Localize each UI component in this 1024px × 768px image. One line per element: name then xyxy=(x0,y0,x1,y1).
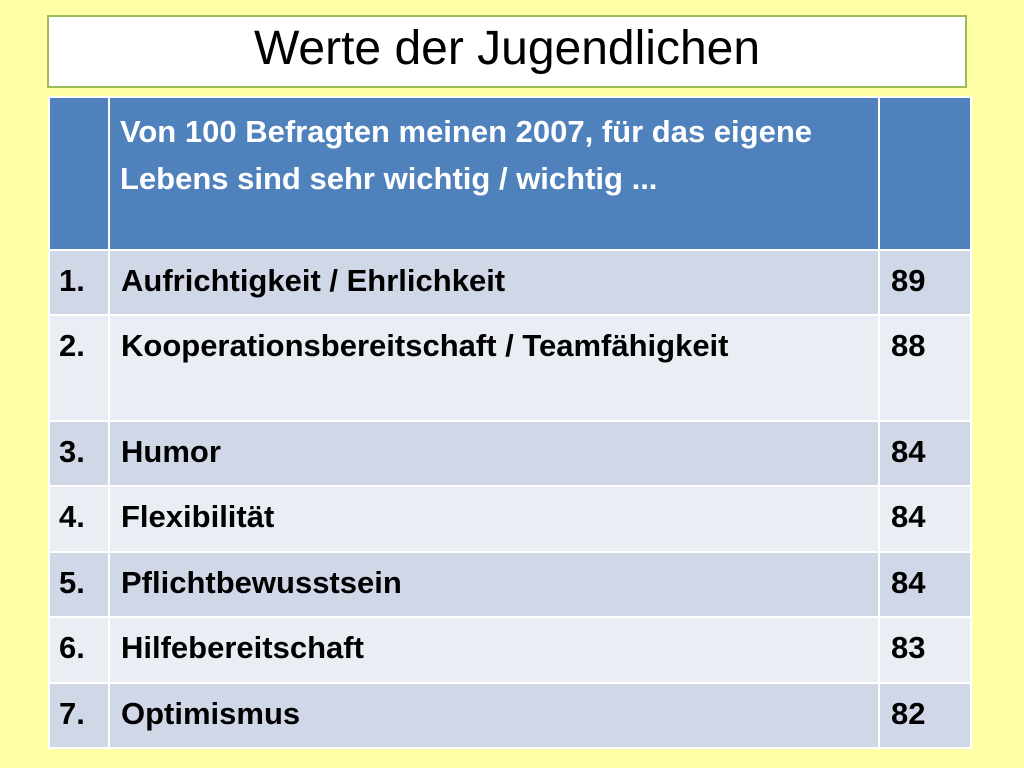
rank-cell: 4. xyxy=(48,485,110,553)
values-table: Von 100 Befragten meinen 2007, für das e… xyxy=(48,96,972,749)
rank-cell: 7. xyxy=(48,682,110,749)
value-label-cell: Flexibilität xyxy=(108,485,880,553)
rank-cell: 6. xyxy=(48,616,110,684)
table-row: 3. Humor 84 xyxy=(48,420,972,487)
table-row: 7. Optimismus 82 xyxy=(48,682,972,749)
table-row: 2. Kooperationsbereitschaft / Teamfähigk… xyxy=(48,314,972,422)
header-cell-description: Von 100 Befragten meinen 2007, für das e… xyxy=(108,96,880,251)
value-label-cell: Pflichtbewusstsein xyxy=(108,551,880,618)
table-row: 5. Pflichtbewusstsein 84 xyxy=(48,551,972,618)
percent-cell: 84 xyxy=(878,551,972,618)
value-label-cell: Optimismus xyxy=(108,682,880,749)
table-row: 6. Hilfebereitschaft 83 xyxy=(48,616,972,684)
rank-cell: 1. xyxy=(48,249,110,316)
percent-cell: 84 xyxy=(878,485,972,553)
percent-cell: 88 xyxy=(878,314,972,422)
percent-cell: 84 xyxy=(878,420,972,487)
title-box: Werte der Jugendlichen xyxy=(47,15,967,88)
percent-cell: 83 xyxy=(878,616,972,684)
value-label-cell: Aufrichtigkeit / Ehrlichkeit xyxy=(108,249,880,316)
table-header-row: Von 100 Befragten meinen 2007, für das e… xyxy=(48,96,972,251)
value-label-cell: Kooperationsbereitschaft / Teamfähigkeit xyxy=(108,314,880,422)
rank-cell: 3. xyxy=(48,420,110,487)
header-cell-value xyxy=(878,96,972,251)
percent-cell: 89 xyxy=(878,249,972,316)
value-label-cell: Hilfebereitschaft xyxy=(108,616,880,684)
rank-cell: 2. xyxy=(48,314,110,422)
percent-cell: 82 xyxy=(878,682,972,749)
value-label-cell: Humor xyxy=(108,420,880,487)
table-row: 4. Flexibilität 84 xyxy=(48,485,972,553)
rank-cell: 5. xyxy=(48,551,110,618)
table-row: 1. Aufrichtigkeit / Ehrlichkeit 89 xyxy=(48,249,972,316)
header-cell-rank xyxy=(48,96,110,251)
page-title: Werte der Jugendlichen xyxy=(253,21,761,75)
